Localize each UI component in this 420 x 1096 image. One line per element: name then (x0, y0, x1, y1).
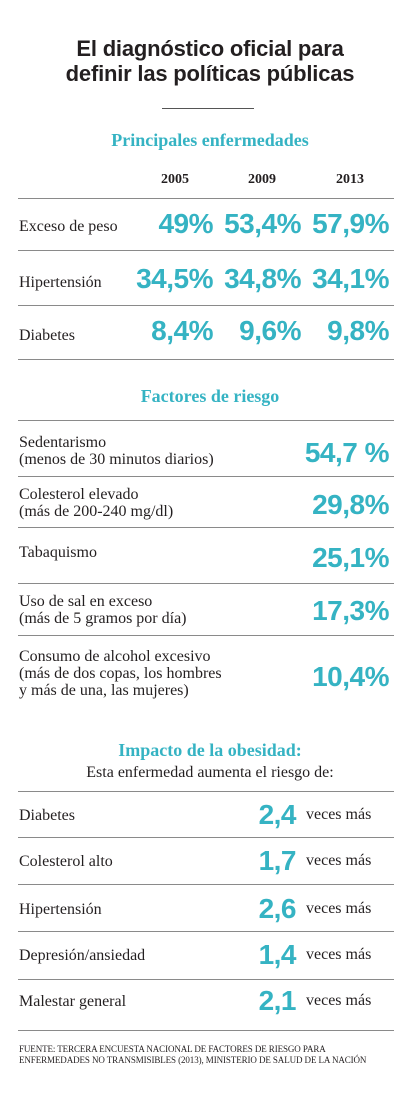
divider (18, 476, 394, 477)
impacto-value: 2,1 (258, 985, 297, 1016)
divider (18, 198, 394, 199)
factor-value: 10,4% (312, 661, 389, 692)
divider (18, 884, 394, 885)
source-note-line: ENFERMEDADES NO TRANSMISIBLES (2013), MI… (19, 1055, 367, 1065)
factor-label-line: Uso de sal en exceso (19, 593, 153, 610)
factor-label-line: Tabaquismo (19, 544, 97, 561)
source-note: FUENTE: TERCERA ENCUESTA NACIONAL DE FAC… (19, 1044, 409, 1066)
factor-label-line: (más de 5 gramos por día) (19, 610, 187, 627)
impacto-unit: veces más (306, 852, 372, 869)
enfermedad-value: 8,4% (151, 315, 213, 346)
enfermedad-value: 34,8% (224, 263, 301, 294)
factor-label-line: (menos de 30 minutos diarios) (19, 451, 214, 468)
enfermedad-label: Diabetes (19, 327, 75, 344)
factor-label: Colesterol elevado (más de 200-240 mg/dl… (19, 486, 173, 520)
year-2005: 2005 (161, 172, 189, 187)
impacto-value: 2,6 (258, 893, 297, 924)
enfermedad-label: Hipertensión (19, 274, 102, 291)
impacto-value: 2,4 (258, 799, 297, 830)
divider (18, 791, 394, 792)
impacto-value: 1,7 (258, 845, 297, 876)
source-note-line: FUENTE: TERCERA ENCUESTA NACIONAL DE FAC… (19, 1044, 326, 1054)
impacto-label: Colesterol alto (19, 853, 113, 870)
impacto-subheading: Esta enfermedad aumenta el riesgo de: (86, 764, 334, 781)
divider (18, 635, 394, 636)
impacto-unit: veces más (306, 992, 372, 1009)
divider (18, 583, 394, 584)
factor-label: Consumo de alcohol excesivo (más de dos … (19, 648, 222, 699)
factor-label-line: Sedentarismo (19, 434, 107, 451)
factores-heading: Factores de riesgo (140, 386, 280, 406)
enfermedad-value: 53,4% (224, 208, 301, 239)
enfermedad-value: 49% (158, 208, 213, 239)
impacto-label: Diabetes (19, 807, 75, 824)
impacto-label: Hipertensión (19, 901, 102, 918)
factor-label: Uso de sal en exceso (más de 5 gramos po… (19, 593, 187, 627)
impacto-label: Depresión/ansiedad (19, 947, 146, 964)
impacto-label: Malestar general (19, 993, 127, 1010)
impacto-unit: veces más (306, 946, 372, 963)
impacto-value: 1,4 (258, 939, 297, 970)
enfermedad-value: 9,6% (239, 315, 301, 346)
main-title-line-2: definir las políticas públicas (65, 61, 355, 86)
factor-label: Tabaquismo (19, 544, 97, 561)
enfermedad-value: 9,8% (327, 315, 389, 346)
divider (18, 250, 394, 251)
enfermedad-value: 34,1% (312, 263, 389, 294)
enfermedades-heading: Principales enfermedades (111, 130, 309, 150)
divider (18, 359, 394, 360)
divider (18, 979, 394, 980)
enfermedad-label: Exceso de peso (19, 218, 118, 235)
title-divider (162, 108, 254, 109)
year-2013: 2013 (336, 172, 364, 187)
factor-label-line: y más de una, las mujeres) (19, 682, 189, 699)
factor-value: 17,3% (312, 595, 389, 626)
factor-label-line: Consumo de alcohol excesivo (19, 648, 211, 665)
enfermedad-value: 34,5% (136, 263, 213, 294)
enfermedad-value: 57,9% (312, 208, 389, 239)
impacto-heading: Impacto de la obesidad: (118, 740, 302, 760)
main-title: El diagnóstico oficial para definir las … (0, 36, 420, 86)
divider (18, 420, 394, 421)
divider (18, 527, 394, 528)
divider (18, 837, 394, 838)
factor-label-line: Colesterol elevado (19, 486, 139, 503)
divider (18, 931, 394, 932)
year-2009: 2009 (248, 172, 276, 187)
factor-label-line: (más de dos copas, los hombres (19, 665, 222, 682)
factor-value: 29,8% (312, 489, 389, 520)
factor-label-line: (más de 200-240 mg/dl) (19, 503, 174, 520)
divider (18, 305, 394, 306)
factor-value: 54,7 % (304, 437, 390, 468)
divider (18, 1030, 394, 1031)
impacto-unit: veces más (306, 806, 372, 823)
impacto-unit: veces más (306, 900, 372, 917)
main-title-line-1: El diagnóstico oficial para (76, 36, 344, 61)
factor-label: Sedentarismo (menos de 30 minutos diario… (19, 434, 214, 468)
factor-value: 25,1% (312, 542, 389, 573)
